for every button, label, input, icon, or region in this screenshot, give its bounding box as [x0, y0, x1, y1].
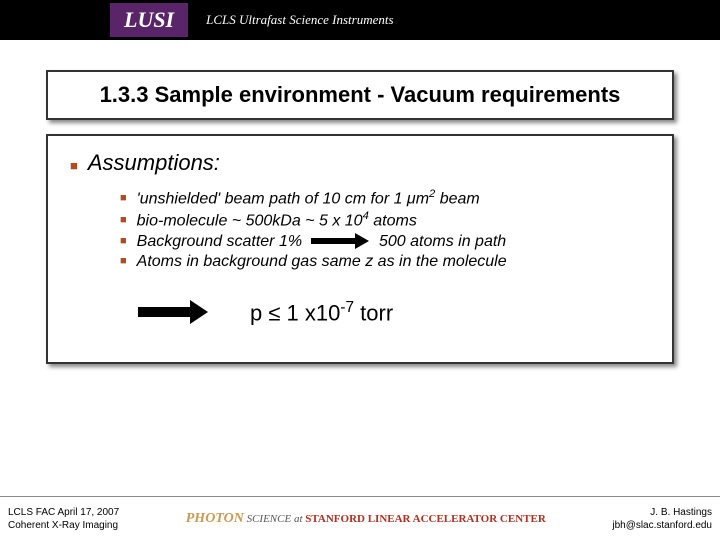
text-part: beam: [435, 190, 479, 207]
list-item: ■ Atoms in background gas same z as in t…: [120, 253, 658, 271]
text-part: torr: [354, 300, 393, 325]
text-part: 'unshielded' beam path of 10 cm for 1 μm: [137, 190, 429, 207]
text-part: atoms: [369, 213, 417, 230]
content-box: ■ Assumptions: ■ 'unshielded' beam path …: [46, 134, 674, 364]
header-bar: LUSI LCLS Ultrafast Science Instruments: [0, 0, 720, 40]
list-item: ■ bio-molecule ~ 500kDa ~ 5 x 104 atoms: [120, 210, 658, 230]
footer-subject: Coherent X-Ray Imaging: [8, 519, 119, 532]
photon-label: PHOTON: [186, 511, 244, 526]
bullet-square-icon: ■: [120, 236, 127, 247]
arrow-right-icon: [311, 236, 371, 246]
bullet-text: Background scatter 1% 500 atoms in path: [137, 233, 507, 251]
bullet-text: Atoms in background gas same z as in the…: [137, 253, 507, 271]
author-name: J. B. Hastings: [612, 506, 712, 519]
slide-title-box: 1.3.3 Sample environment - Vacuum requir…: [46, 70, 674, 120]
superscript: -7: [340, 299, 354, 316]
slide-title: 1.3.3 Sample environment - Vacuum requir…: [100, 82, 621, 107]
bullet-square-icon: ■: [120, 215, 127, 226]
header-subtitle: LCLS Ultrafast Science Instruments: [206, 12, 393, 28]
footer-right: J. B. Hastings jbh@slac.stanford.edu: [612, 506, 712, 532]
lusi-logo: LUSI: [110, 3, 188, 37]
at-label: at: [291, 513, 305, 525]
bullet-text: 'unshielded' beam path of 10 cm for 1 μm…: [137, 188, 480, 208]
footer-date: LCLS FAC April 17, 2007: [8, 506, 119, 519]
arrow-right-icon: [138, 304, 210, 320]
text-part: Background scatter 1%: [137, 233, 302, 250]
list-item: ■ Background scatter 1% 500 atoms in pat…: [120, 233, 658, 251]
footer-center: PHOTON SCIENCE at STANFORD LINEAR ACCELE…: [119, 511, 612, 527]
bullet-text: bio-molecule ~ 500kDa ~ 5 x 104 atoms: [137, 210, 417, 230]
science-label: SCIENCE: [244, 513, 291, 525]
footer-left: LCLS FAC April 17, 2007 Coherent X-Ray I…: [8, 506, 119, 532]
assumptions-list: ■ 'unshielded' beam path of 10 cm for 1 …: [62, 188, 658, 271]
bullet-square-icon: ■: [120, 256, 127, 267]
assumptions-heading-row: ■ Assumptions:: [62, 150, 658, 176]
bullet-square-icon: ■: [70, 158, 78, 173]
slac-label: STANFORD LINEAR ACCELERATOR CENTER: [305, 513, 546, 525]
list-item: ■ 'unshielded' beam path of 10 cm for 1 …: [120, 188, 658, 208]
text-part: 500 atoms in path: [379, 233, 506, 250]
author-email: jbh@slac.stanford.edu: [612, 519, 712, 532]
conclusion-row: p ≤ 1 x10-7 torr: [62, 299, 658, 326]
assumptions-heading: Assumptions:: [88, 150, 220, 176]
text-part: bio-molecule ~ 500kDa ~ 5 x 10: [137, 213, 363, 230]
conclusion-text: p ≤ 1 x10-7 torr: [250, 299, 393, 326]
footer: LCLS FAC April 17, 2007 Coherent X-Ray I…: [0, 496, 720, 540]
text-part: p ≤ 1 x10: [250, 300, 340, 325]
bullet-square-icon: ■: [120, 193, 127, 204]
